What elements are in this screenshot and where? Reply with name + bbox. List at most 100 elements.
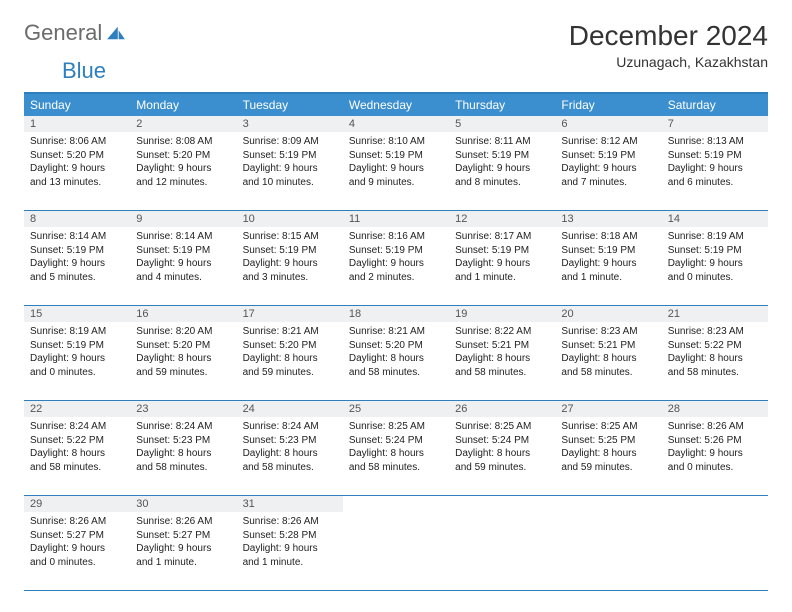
sunrise-text: Sunrise: 8:21 AM	[349, 325, 443, 339]
day-cell: Sunrise: 8:20 AMSunset: 5:20 PMDaylight:…	[130, 322, 236, 400]
sunrise-text: Sunrise: 8:26 AM	[136, 515, 230, 529]
weeks-container: 1234567Sunrise: 8:06 AMSunset: 5:20 PMDa…	[24, 116, 768, 591]
day-cell: Sunrise: 8:25 AMSunset: 5:24 PMDaylight:…	[449, 417, 555, 495]
logo-text-2: Blue	[62, 58, 106, 83]
sunset-text: Sunset: 5:20 PM	[136, 339, 230, 353]
daylight-text-1: Daylight: 9 hours	[455, 162, 549, 176]
sunset-text: Sunset: 5:19 PM	[243, 149, 337, 163]
sunset-text: Sunset: 5:24 PM	[455, 434, 549, 448]
sunrise-text: Sunrise: 8:14 AM	[30, 230, 124, 244]
daylight-text-1: Daylight: 9 hours	[136, 257, 230, 271]
daynum-row: 293031	[24, 496, 768, 512]
daylight-text-2: and 58 minutes.	[455, 366, 549, 380]
day-cell: Sunrise: 8:06 AMSunset: 5:20 PMDaylight:…	[24, 132, 130, 210]
weekday-sun: Sunday	[24, 94, 130, 116]
daylight-text-1: Daylight: 9 hours	[30, 542, 124, 556]
day-number: 29	[24, 496, 130, 512]
day-cell: Sunrise: 8:08 AMSunset: 5:20 PMDaylight:…	[130, 132, 236, 210]
sunset-text: Sunset: 5:24 PM	[349, 434, 443, 448]
sunrise-text: Sunrise: 8:24 AM	[243, 420, 337, 434]
daylight-text-2: and 1 minute.	[243, 556, 337, 570]
day-cell: Sunrise: 8:17 AMSunset: 5:19 PMDaylight:…	[449, 227, 555, 305]
day-number	[662, 496, 768, 512]
weekday-wed: Wednesday	[343, 94, 449, 116]
sunrise-text: Sunrise: 8:12 AM	[561, 135, 655, 149]
sunrise-text: Sunrise: 8:25 AM	[455, 420, 549, 434]
sunset-text: Sunset: 5:20 PM	[30, 149, 124, 163]
day-number: 30	[130, 496, 236, 512]
weekday-sat: Saturday	[662, 94, 768, 116]
daylight-text-1: Daylight: 9 hours	[561, 257, 655, 271]
day-number: 4	[343, 116, 449, 132]
day-number: 25	[343, 401, 449, 417]
daylight-text-2: and 6 minutes.	[668, 176, 762, 190]
day-number: 15	[24, 306, 130, 322]
day-number	[449, 496, 555, 512]
sunset-text: Sunset: 5:19 PM	[243, 244, 337, 258]
day-cell	[555, 512, 661, 590]
sunset-text: Sunset: 5:20 PM	[349, 339, 443, 353]
sunrise-text: Sunrise: 8:25 AM	[349, 420, 443, 434]
weekday-fri: Friday	[555, 94, 661, 116]
sunrise-text: Sunrise: 8:26 AM	[30, 515, 124, 529]
daynum-row: 22232425262728	[24, 401, 768, 417]
day-cell: Sunrise: 8:24 AMSunset: 5:23 PMDaylight:…	[237, 417, 343, 495]
day-cell: Sunrise: 8:23 AMSunset: 5:22 PMDaylight:…	[662, 322, 768, 400]
daylight-text-1: Daylight: 9 hours	[668, 257, 762, 271]
day-cell: Sunrise: 8:11 AMSunset: 5:19 PMDaylight:…	[449, 132, 555, 210]
daylight-text-1: Daylight: 9 hours	[561, 162, 655, 176]
day-number: 13	[555, 211, 661, 227]
day-number: 17	[237, 306, 343, 322]
daylight-text-2: and 0 minutes.	[30, 366, 124, 380]
sunset-text: Sunset: 5:19 PM	[349, 149, 443, 163]
day-cell	[449, 512, 555, 590]
day-number: 11	[343, 211, 449, 227]
day-number: 22	[24, 401, 130, 417]
daylight-text-2: and 59 minutes.	[455, 461, 549, 475]
sunrise-text: Sunrise: 8:21 AM	[243, 325, 337, 339]
daylight-text-2: and 58 minutes.	[136, 461, 230, 475]
sunset-text: Sunset: 5:22 PM	[668, 339, 762, 353]
day-cell: Sunrise: 8:22 AMSunset: 5:21 PMDaylight:…	[449, 322, 555, 400]
day-cell: Sunrise: 8:10 AMSunset: 5:19 PMDaylight:…	[343, 132, 449, 210]
daylight-text-2: and 3 minutes.	[243, 271, 337, 285]
sunrise-text: Sunrise: 8:10 AM	[349, 135, 443, 149]
daylight-text-1: Daylight: 9 hours	[243, 257, 337, 271]
sunset-text: Sunset: 5:19 PM	[455, 244, 549, 258]
daylight-text-1: Daylight: 8 hours	[349, 352, 443, 366]
daylight-text-2: and 59 minutes.	[136, 366, 230, 380]
sunset-text: Sunset: 5:21 PM	[561, 339, 655, 353]
day-number: 14	[662, 211, 768, 227]
daylight-text-2: and 58 minutes.	[243, 461, 337, 475]
weekdays-header: Sunday Monday Tuesday Wednesday Thursday…	[24, 94, 768, 116]
daylight-text-1: Daylight: 9 hours	[30, 352, 124, 366]
day-cell: Sunrise: 8:21 AMSunset: 5:20 PMDaylight:…	[343, 322, 449, 400]
day-cell: Sunrise: 8:24 AMSunset: 5:23 PMDaylight:…	[130, 417, 236, 495]
week-row: Sunrise: 8:06 AMSunset: 5:20 PMDaylight:…	[24, 132, 768, 211]
weekday-tue: Tuesday	[237, 94, 343, 116]
sunrise-text: Sunrise: 8:20 AM	[136, 325, 230, 339]
sunset-text: Sunset: 5:26 PM	[668, 434, 762, 448]
sunrise-text: Sunrise: 8:14 AM	[136, 230, 230, 244]
sunrise-text: Sunrise: 8:19 AM	[30, 325, 124, 339]
daylight-text-1: Daylight: 8 hours	[561, 447, 655, 461]
sunset-text: Sunset: 5:19 PM	[30, 339, 124, 353]
week-row: Sunrise: 8:14 AMSunset: 5:19 PMDaylight:…	[24, 227, 768, 306]
sunrise-text: Sunrise: 8:16 AM	[349, 230, 443, 244]
sunrise-text: Sunrise: 8:17 AM	[455, 230, 549, 244]
daylight-text-2: and 9 minutes.	[349, 176, 443, 190]
day-number: 21	[662, 306, 768, 322]
sunrise-text: Sunrise: 8:09 AM	[243, 135, 337, 149]
day-cell: Sunrise: 8:24 AMSunset: 5:22 PMDaylight:…	[24, 417, 130, 495]
sunset-text: Sunset: 5:27 PM	[136, 529, 230, 543]
daylight-text-1: Daylight: 8 hours	[30, 447, 124, 461]
daylight-text-1: Daylight: 8 hours	[561, 352, 655, 366]
day-cell: Sunrise: 8:25 AMSunset: 5:24 PMDaylight:…	[343, 417, 449, 495]
sunrise-text: Sunrise: 8:26 AM	[668, 420, 762, 434]
day-number: 16	[130, 306, 236, 322]
weekday-mon: Monday	[130, 94, 236, 116]
daylight-text-2: and 58 minutes.	[349, 461, 443, 475]
weekday-thu: Thursday	[449, 94, 555, 116]
sunset-text: Sunset: 5:19 PM	[136, 244, 230, 258]
daylight-text-2: and 13 minutes.	[30, 176, 124, 190]
